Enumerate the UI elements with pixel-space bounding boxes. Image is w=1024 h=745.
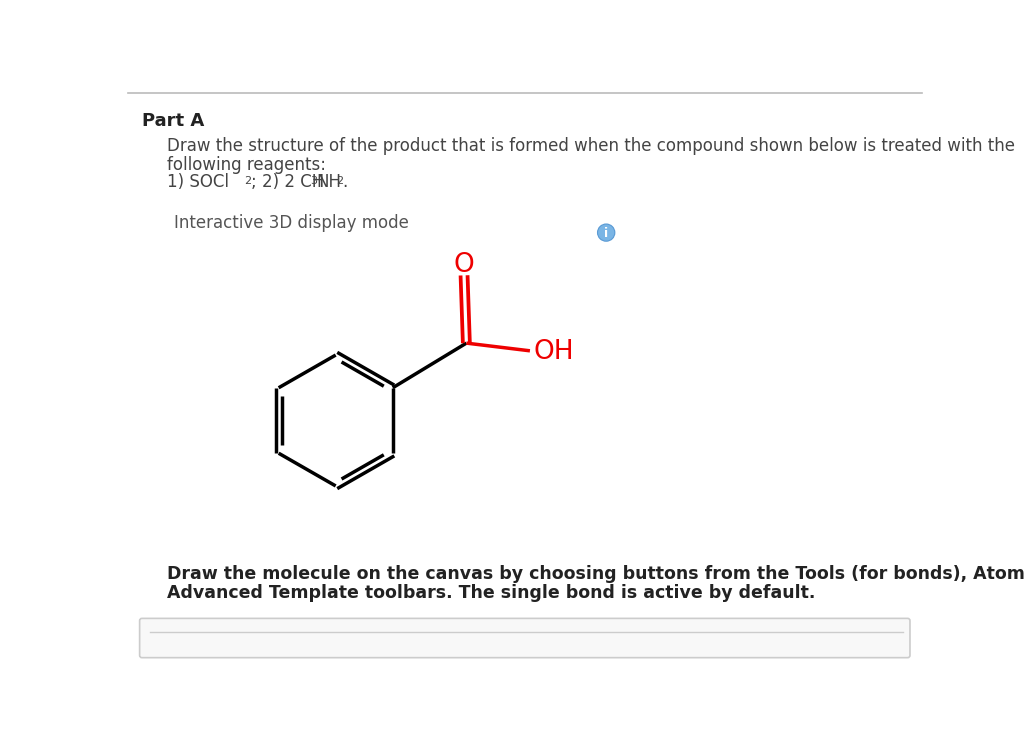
- Text: following reagents:: following reagents:: [167, 156, 326, 174]
- Text: O: O: [454, 253, 474, 279]
- Text: NH: NH: [316, 173, 341, 191]
- FancyBboxPatch shape: [139, 618, 910, 658]
- Text: 2: 2: [245, 177, 251, 186]
- Text: Part A: Part A: [142, 112, 204, 130]
- Circle shape: [598, 224, 614, 241]
- Text: OH: OH: [534, 340, 573, 365]
- Text: 3: 3: [310, 177, 317, 186]
- Text: 2: 2: [336, 177, 343, 186]
- Text: Draw the structure of the product that is formed when the compound shown below i: Draw the structure of the product that i…: [167, 137, 1015, 155]
- Text: Interactive 3D display mode: Interactive 3D display mode: [174, 214, 410, 232]
- Circle shape: [599, 225, 613, 240]
- Text: i: i: [604, 227, 608, 240]
- Text: Advanced Template toolbars. The single bond is active by default.: Advanced Template toolbars. The single b…: [167, 584, 815, 602]
- Text: ; 2) 2 CH: ; 2) 2 CH: [251, 173, 325, 191]
- Text: 1) SOCl: 1) SOCl: [167, 173, 228, 191]
- Text: .: .: [342, 173, 347, 191]
- Text: Draw the molecule on the canvas by choosing buttons from the Tools (for bonds), : Draw the molecule on the canvas by choos…: [167, 565, 1024, 583]
